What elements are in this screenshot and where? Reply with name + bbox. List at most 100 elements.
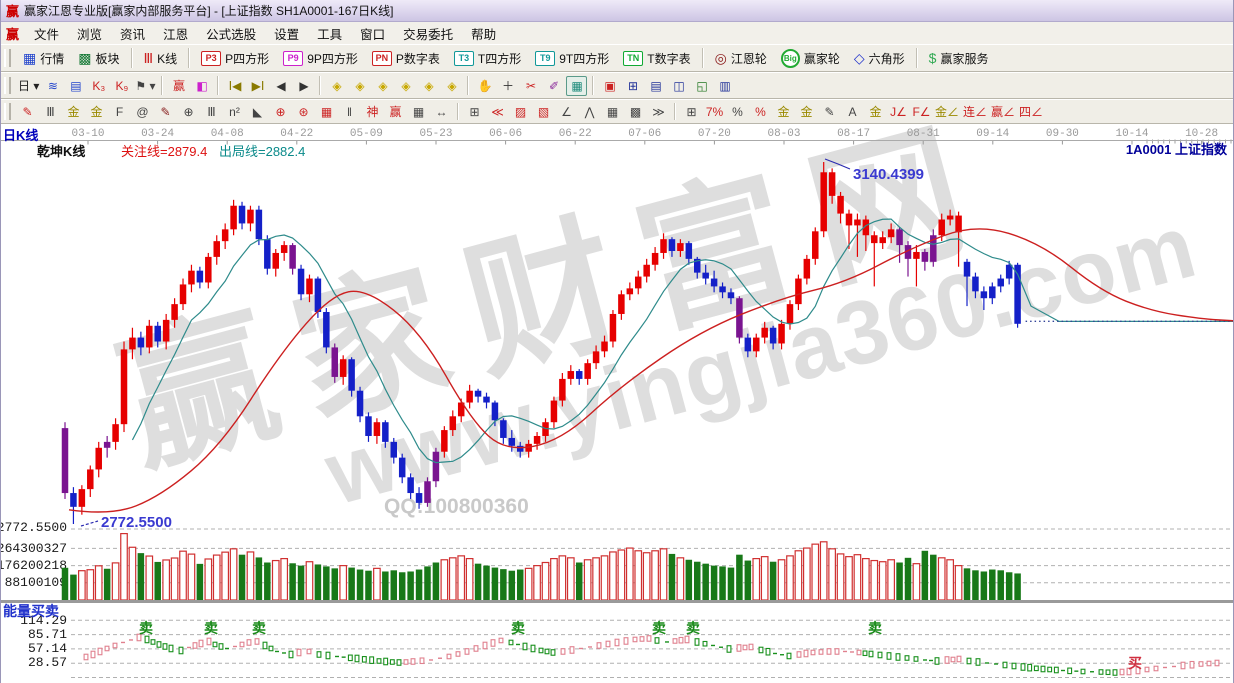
width-tool-button[interactable]: ↔: [435, 104, 448, 119]
menu-item-7[interactable]: 工具: [317, 27, 343, 42]
grid-tool-3-button[interactable]: ▩: [629, 104, 642, 119]
toolbar-grip[interactable]: [4, 103, 11, 120]
shade-tool-2-button[interactable]: ▧: [537, 104, 550, 119]
color-flag-button[interactable]: ◧: [196, 78, 208, 93]
gann-line-tool-button[interactable]: Ⅲ: [46, 104, 55, 119]
line-group-tool-button[interactable]: Ⅲ: [207, 104, 216, 119]
ray-fan-tool-button[interactable]: ≪: [491, 104, 504, 119]
target-tool-button[interactable]: ⊕: [275, 104, 286, 119]
prev-candle-button[interactable]: ◀: [276, 78, 286, 93]
print-tool-button[interactable]: ▥: [719, 78, 731, 93]
next-candle-button[interactable]: ▶: [299, 78, 309, 93]
report-view-button[interactable]: ▤: [70, 78, 82, 93]
pen-tool-button[interactable]: ✎: [22, 104, 33, 119]
menu-item-4[interactable]: 江恩: [163, 27, 189, 42]
kline-button[interactable]: Ⅲ K线: [137, 48, 185, 69]
gold-angle-tool-button[interactable]: 金∠: [935, 105, 960, 119]
measure-tool-button[interactable]: ✂: [525, 78, 537, 93]
bar-mark-tool-button[interactable]: ǁ: [347, 104, 352, 119]
menu-item-10[interactable]: 帮助: [471, 27, 497, 42]
n-square-tool-button[interactable]: n²: [229, 104, 240, 119]
export-tool-button[interactable]: ◱: [696, 78, 708, 93]
p-square-button[interactable]: P3 P四方形: [194, 48, 276, 69]
save-tool-button[interactable]: ◫: [673, 78, 685, 93]
pen-tool-3-button[interactable]: ✎: [824, 104, 835, 119]
diamond-tool-6-button[interactable]: ◈: [447, 78, 457, 93]
gold-under-tool-button[interactable]: 金: [869, 105, 882, 119]
diamond-tool-5-button[interactable]: ◈: [424, 78, 434, 93]
hand-tool-button[interactable]: ✋: [477, 78, 493, 93]
menu-item-2[interactable]: 浏览: [77, 27, 103, 42]
gann-wheel-button[interactable]: ◎ 江恩轮: [708, 48, 774, 69]
menu-item-1[interactable]: 文件: [34, 27, 60, 42]
t-square-button[interactable]: T3 T四方形: [447, 48, 528, 69]
first-page-button[interactable]: Ⅰ◀: [228, 78, 242, 93]
pct-tool-button[interactable]: %: [732, 104, 743, 119]
web-tool-button[interactable]: ⊛: [298, 104, 309, 119]
9t-square-button[interactable]: T9 9T四方形: [528, 48, 616, 69]
winner-service-button[interactable]: $ 赢家服务: [922, 48, 996, 69]
9p-square-button[interactable]: P9 9P四方形: [276, 48, 365, 69]
gold-three-tool-button[interactable]: 金: [800, 105, 813, 119]
menu-item-9[interactable]: 交易委托: [403, 27, 454, 42]
grid-web-tool-button[interactable]: ▦: [320, 104, 333, 119]
period-select-button[interactable]: 日 ▾: [18, 79, 40, 93]
winner-wheel-button[interactable]: Big 赢家轮: [774, 47, 847, 70]
seven-pct-tool-button[interactable]: 7%: [705, 104, 724, 119]
gold-section-2-button[interactable]: 金: [90, 105, 103, 119]
menu-item-3[interactable]: 资讯: [120, 27, 146, 42]
hatch-tool-button[interactable]: ≫: [652, 104, 665, 119]
f-line-tool-button[interactable]: F: [115, 104, 124, 119]
t-number-table-button[interactable]: TN T数字表: [616, 48, 697, 69]
draw-tool-green-button[interactable]: ▦: [566, 75, 588, 96]
draw-tool-purple-button[interactable]: ✐: [548, 78, 560, 93]
lian-angle-tool-button[interactable]: 连∠: [963, 105, 988, 119]
toolbar-grip[interactable]: [4, 76, 11, 95]
last-page-button[interactable]: ▶Ⅰ: [251, 78, 265, 93]
ying-tool-button[interactable]: 赢: [389, 105, 402, 119]
notes-tool-button[interactable]: ▤: [650, 78, 662, 93]
calendar-tool-button[interactable]: ▣: [604, 78, 616, 93]
hexagon-button[interactable]: ◇ 六角形: [847, 48, 912, 69]
toolbar-grip[interactable]: [4, 48, 11, 68]
diamond-tool-2-button[interactable]: ◈: [355, 78, 365, 93]
kline-chart[interactable]: 赢家财富网www.yingjia360.comQQ:10080036003-10…: [1, 124, 1234, 683]
pen-tool-2-button[interactable]: ✎: [160, 104, 171, 119]
gold-section-1-button[interactable]: 金: [67, 105, 80, 119]
gold-circle-tool-button[interactable]: 金: [777, 105, 790, 119]
f-angle-tool-button[interactable]: F∠: [912, 104, 931, 119]
si-angle-tool-button[interactable]: 四∠: [1019, 105, 1044, 119]
menu-item-8[interactable]: 窗口: [360, 27, 386, 42]
number-grid-tool-button[interactable]: ▦: [412, 104, 425, 119]
kline-3-button[interactable]: K₃: [92, 78, 106, 93]
kline-9-button[interactable]: K₉: [115, 78, 129, 93]
spiral-tool-button[interactable]: @: [136, 104, 149, 119]
vee-tool-button[interactable]: ⋀: [584, 104, 595, 119]
angle-fan-tool-button[interactable]: ∠: [561, 104, 572, 119]
ruler-tool-button[interactable]: A: [848, 104, 857, 119]
p-number-table-button[interactable]: PN P数字表: [365, 48, 447, 69]
quotes-button[interactable]: ▦ 行情: [16, 48, 71, 69]
flag-select-button[interactable]: ⚑ ▾: [135, 78, 156, 93]
j-angle-tool-button[interactable]: J∠: [890, 104, 907, 119]
sectors-button[interactable]: ▩ 板块: [71, 48, 126, 69]
calculator-tool-button[interactable]: ⊞: [627, 78, 639, 93]
shade-tool-button[interactable]: ▨: [514, 104, 527, 119]
box-tool-button[interactable]: ⊞: [469, 104, 480, 119]
diamond-tool-3-button[interactable]: ◈: [378, 78, 388, 93]
angle-tool-button[interactable]: ◣: [252, 104, 263, 119]
diamond-tool-4-button[interactable]: ◈: [401, 78, 411, 93]
menu-item-5[interactable]: 公式选股: [206, 27, 257, 42]
ying-angle-tool-button[interactable]: 赢∠: [991, 105, 1016, 119]
menu-item-6[interactable]: 设置: [274, 27, 300, 42]
diamond-tool-1-button[interactable]: ◈: [332, 78, 342, 93]
zigzag-view-button[interactable]: ≋: [47, 78, 58, 93]
circle-tool-button[interactable]: ⊕: [183, 104, 194, 119]
pct-line-tool-button[interactable]: %: [755, 104, 766, 119]
crosshair-tool-button[interactable]: ＋: [501, 79, 514, 93]
ying-mark-button[interactable]: 赢: [172, 79, 185, 93]
titlebar[interactable]: 赢 赢家江恩专业版[赢家内部服务平台] - [上证指数 SH1A0001-167…: [1, 0, 1233, 22]
grid-tool-2-button[interactable]: ▦: [606, 104, 619, 119]
shen-tool-button[interactable]: 神: [366, 105, 379, 119]
chart-box-tool-button[interactable]: ⊞: [686, 104, 697, 119]
